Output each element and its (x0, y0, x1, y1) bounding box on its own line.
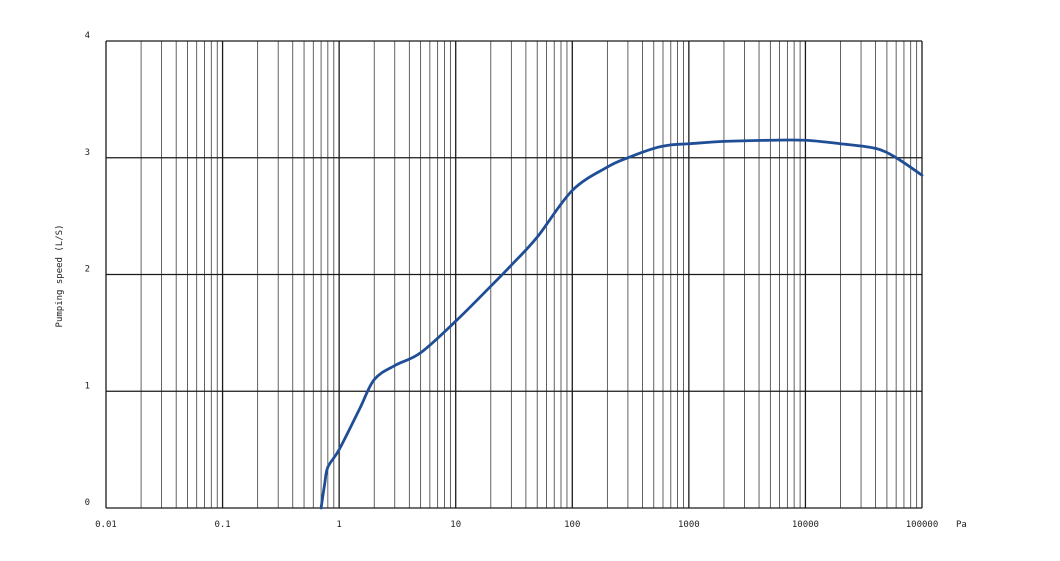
y-axis-label: Pumping speed (L/S) (55, 225, 65, 328)
series-layer (319, 138, 924, 510)
major-gridlines (105, 40, 923, 509)
x-tick-label: 10 (450, 520, 461, 530)
y-tick-label: 1 (85, 381, 90, 391)
y-tick-label: 0 (85, 498, 90, 508)
y-tick-label: 3 (85, 148, 90, 158)
x-tick-labels: 0.01 0.1 1 10 100 1000 10000 100000 (95, 520, 938, 530)
x-tick-label: 0.01 (95, 520, 117, 530)
x-tick-label: 0.1 (214, 520, 230, 530)
x-tick-label: 100000 (906, 520, 939, 530)
x-tick-label: 100 (564, 520, 580, 530)
y-tick-label: 4 (85, 31, 90, 41)
y-tick-label: 2 (85, 265, 90, 275)
x-axis-label: Pa (956, 520, 967, 530)
x-tick-label: 1000 (678, 520, 700, 530)
x-tick-label: 10000 (792, 520, 819, 530)
y-tick-labels: 0 1 2 3 4 (85, 31, 90, 508)
series-line (319, 138, 924, 510)
x-tick-label: 1 (336, 520, 341, 530)
